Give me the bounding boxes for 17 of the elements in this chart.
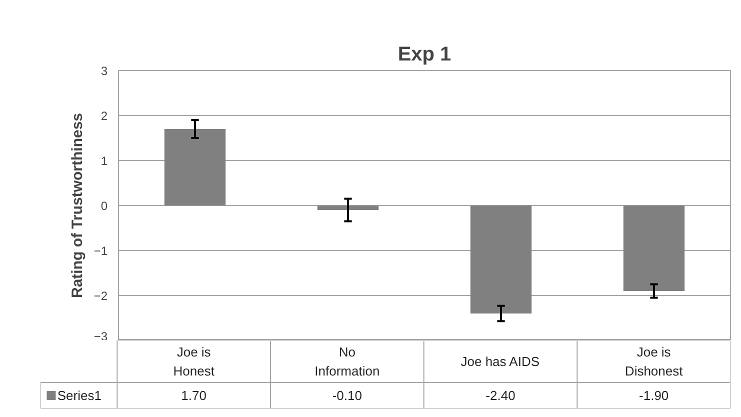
y-tick-label: 1 [100, 154, 108, 168]
y-tick-label: −1 [94, 244, 108, 258]
y-tick-label: −2 [94, 289, 108, 303]
x-tick-label: Joe has AIDS [460, 354, 540, 369]
legend-label: Series1 [57, 388, 102, 403]
x-tick-label: Joe is Honest [173, 344, 215, 378]
y-tick-label: 0 [100, 199, 108, 213]
x-tick-label: Joe is Dishonest [624, 344, 684, 378]
y-tick-label: 3 [100, 64, 108, 78]
data-label: 1.70 [181, 388, 206, 403]
data-label: -0.10 [332, 388, 362, 403]
x-tick-label: No Information [314, 344, 380, 378]
y-tick-label: 2 [100, 109, 108, 123]
data-label: -2.40 [486, 388, 516, 403]
y-axis-title: Rating of Trustworthiness [68, 112, 86, 298]
data-label: -1.90 [639, 388, 669, 403]
chart-title: Exp 1 [398, 44, 452, 66]
